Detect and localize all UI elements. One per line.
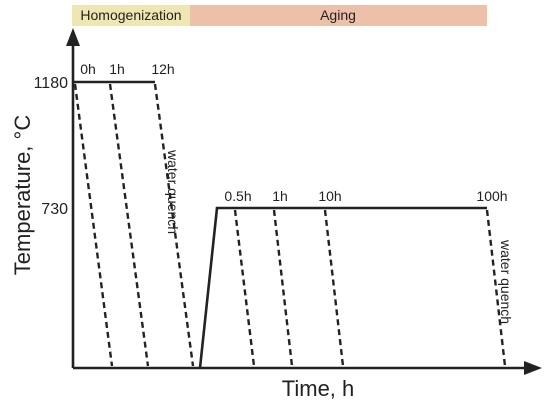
quench-line: [153, 83, 195, 367]
x-axis-label: Time, h: [282, 376, 355, 401]
y-arrow: [66, 28, 80, 46]
quench-label: water quench: [165, 149, 181, 234]
time-label: 0h: [80, 61, 96, 77]
time-label: 12h: [151, 61, 174, 77]
quench-line: [272, 209, 294, 367]
stage-label: Aging: [320, 7, 356, 23]
time-label: 0.5h: [224, 188, 251, 204]
quench-line: [323, 209, 345, 367]
x-arrow: [524, 361, 542, 375]
quench-line: [485, 209, 507, 367]
time-label: 1h: [109, 61, 125, 77]
time-label: 10h: [318, 188, 341, 204]
y-level-label: 730: [41, 201, 68, 218]
quench-line: [73, 83, 114, 367]
aging-profile: [198, 206, 487, 369]
quench-label: water quench: [498, 239, 514, 324]
stage-label: Homogenization: [80, 7, 181, 23]
quench-line: [108, 83, 150, 367]
time-label: 100h: [476, 188, 507, 204]
y-level-label: 1180: [34, 75, 69, 92]
aging-band: [190, 5, 487, 26]
homogenization-band: [72, 5, 190, 26]
time-label: 1h: [272, 188, 288, 204]
quench-line: [233, 209, 256, 367]
y-axis-label: Temperature, °C: [10, 115, 35, 276]
